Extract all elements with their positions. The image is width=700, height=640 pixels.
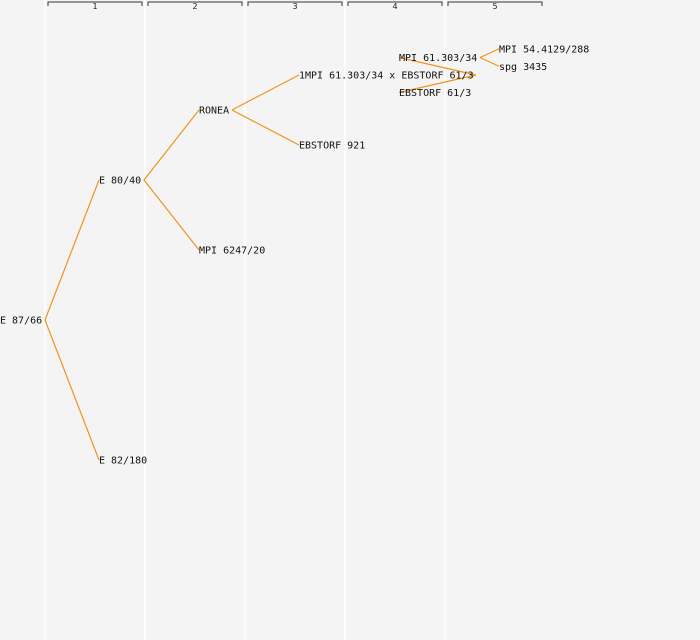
generation-label: 2 xyxy=(192,2,197,11)
pedigree-node-label[interactable]: MPI 6247/20 xyxy=(199,246,265,257)
generation-bracket xyxy=(47,1,143,6)
pedigree-edge xyxy=(143,109,200,181)
generation-bracket xyxy=(447,1,543,6)
pedigree-edge xyxy=(398,56,477,76)
generation-bracket xyxy=(147,1,243,6)
pedigree-edge xyxy=(479,56,500,67)
pedigree-node-label[interactable]: E 82/180 xyxy=(99,456,147,467)
pedigree-nodes: E 87/66 E 80/40 E 82/180 RONEA MPI 6247/20 1M… xyxy=(0,44,589,466)
pedigree-edge xyxy=(231,74,300,111)
generation-columns xyxy=(44,0,446,640)
pedigree-edge xyxy=(44,179,100,321)
pedigree-node-label[interactable]: EBSTORF 921 xyxy=(299,141,365,152)
generation-bracket xyxy=(347,1,443,6)
pedigree-node-label[interactable]: E 80/40 xyxy=(99,176,141,187)
pedigree-edge xyxy=(143,179,200,251)
pedigree-node-label[interactable]: EBSTORF 61/3 xyxy=(399,88,471,99)
generation-headers: 1 2 3 4 5 xyxy=(47,1,543,11)
pedigree-node-label[interactable]: 1MPI 61.303/34 x EBSTORF 61/3 xyxy=(299,71,474,82)
pedigree-node-label[interactable]: spg 3435 xyxy=(499,62,547,73)
generation-label: 5 xyxy=(492,2,497,11)
generation-bracket xyxy=(247,1,343,6)
pedigree-node-label[interactable]: RONEA xyxy=(199,106,229,117)
pedigree-edge xyxy=(479,48,500,59)
pedigree-edge xyxy=(398,74,477,94)
pedigree-node-label[interactable]: MPI 54.4129/288 xyxy=(499,44,589,55)
pedigree-node-label[interactable]: MPI 61.303/34 xyxy=(399,53,477,64)
generation-label: 1 xyxy=(92,2,97,11)
generation-label: 3 xyxy=(292,2,297,11)
pedigree-edges xyxy=(44,48,500,461)
pedigree-node-label[interactable]: E 87/66 xyxy=(0,316,42,327)
generation-label: 4 xyxy=(392,2,397,11)
pedigree-edge xyxy=(231,109,300,146)
pedigree-edge xyxy=(44,319,100,461)
